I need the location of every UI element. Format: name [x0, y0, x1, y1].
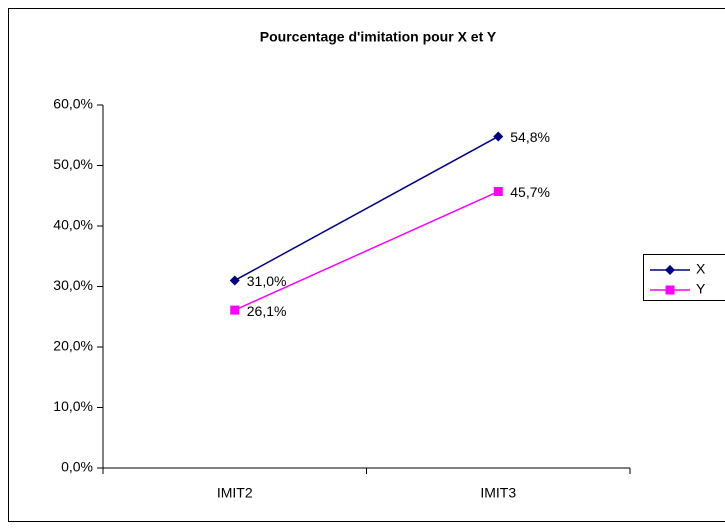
y-tick-label: 40,0%	[53, 217, 93, 233]
data-label: 45,7%	[510, 184, 550, 200]
marker	[493, 131, 504, 142]
marker	[665, 265, 675, 275]
data-label: 54,8%	[510, 129, 550, 145]
marker	[229, 275, 240, 286]
series-line	[234, 190, 499, 311]
chart-title: Pourcentage d'imitation pour X et Y	[260, 29, 497, 45]
data-label: 31,0%	[247, 273, 287, 289]
marker	[493, 187, 503, 197]
chart-border	[8, 8, 725, 522]
y-tick-label: 50,0%	[53, 156, 93, 172]
marker	[230, 305, 240, 315]
x-tick-label: IMIT3	[480, 485, 516, 501]
marker	[665, 285, 675, 295]
y-tick-label: 60,0%	[53, 96, 93, 112]
x-tick-label: IMIT2	[217, 485, 253, 501]
data-label: 26,1%	[247, 303, 287, 319]
y-tick-label: 0,0%	[61, 459, 93, 475]
legend-label: Y	[696, 281, 706, 297]
series-line	[234, 135, 499, 282]
y-tick-label: 10,0%	[53, 398, 93, 414]
legend-box	[643, 254, 725, 301]
y-tick-label: 20,0%	[53, 338, 93, 354]
y-tick-label: 30,0%	[53, 277, 93, 293]
legend-label: X	[696, 261, 706, 277]
